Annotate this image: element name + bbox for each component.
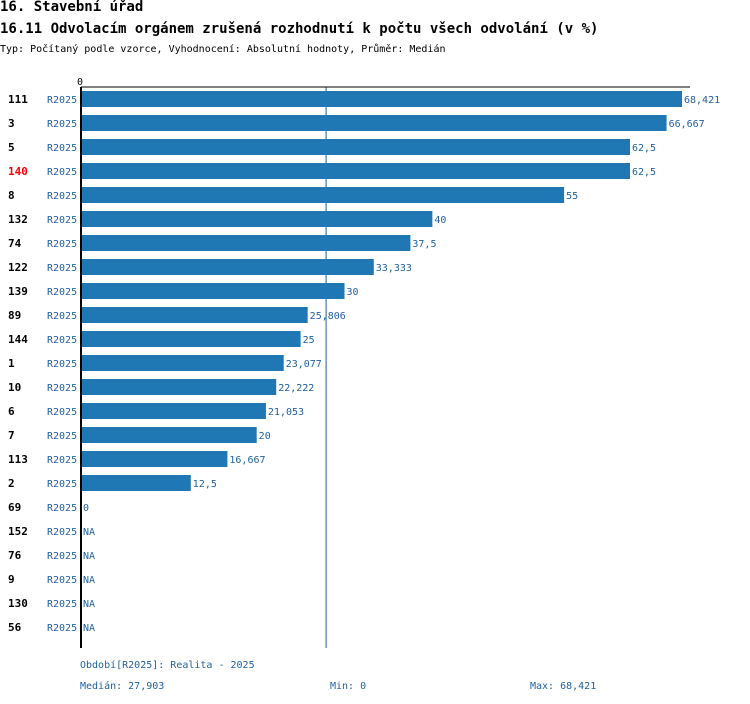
row-id-label: 8 [8,189,15,202]
bar [81,115,667,131]
bar [81,379,277,395]
row-id-label: 9 [8,573,15,586]
bar-value-label: 62,5 [632,167,656,178]
bar [81,427,257,443]
bar-value-label: 40 [434,215,446,226]
row-id-label: 152 [8,525,28,538]
bar [81,403,266,419]
bar-value-label: 25 [303,335,315,346]
row-id-label: 122 [8,261,28,274]
bar [81,475,191,491]
bar [81,283,345,299]
bar-value-label: NA [83,575,95,586]
bar-value-label: NA [83,527,95,538]
row-id-label: 74 [8,237,22,250]
row-series-label: R2025 [47,407,77,418]
row-id-label: 5 [8,141,15,154]
bar-value-label: 20 [259,431,271,442]
bar [81,331,301,347]
bar [81,91,682,107]
bar-value-label: 55 [566,191,578,202]
bar [81,235,411,251]
row-series-label: R2025 [47,95,77,106]
bar [81,139,630,155]
row-series-label: R2025 [47,311,77,322]
row-series-label: R2025 [47,287,77,298]
bar [81,307,308,323]
row-series-label: R2025 [47,263,77,274]
bar [81,259,374,275]
row-id-label: 111 [8,93,28,106]
bar-value-label: NA [83,551,95,562]
row-series-label: R2025 [47,215,77,226]
max-summary: Max: 68,421 [530,681,597,692]
bar [81,187,565,203]
bar-value-label: 22,222 [278,383,314,394]
period-label: Období[R2025]: Realita - 2025 [80,660,255,671]
row-id-label: 7 [8,429,15,442]
axis-zero-label: 0 [77,77,83,88]
row-id-label: 3 [8,117,15,130]
indicator-title: 16.11 Odvolacím orgánem zrušená rozhodnu… [0,21,599,37]
row-id-label: 113 [8,453,28,466]
bar-value-label: 21,053 [268,407,304,418]
row-id-label: 2 [8,477,15,490]
row-id-label: 56 [8,621,22,634]
bar-value-label: 66,667 [669,119,705,130]
bar-value-label: 0 [83,503,89,514]
row-series-label: R2025 [47,479,77,490]
row-series-label: R2025 [47,575,77,586]
row-series-label: R2025 [47,383,77,394]
bar-value-label: 12,5 [193,479,217,490]
row-series-label: R2025 [47,623,77,634]
bar-value-label: NA [83,623,95,634]
row-id-label: 69 [8,501,21,514]
row-id-label: 130 [8,597,28,610]
row-series-label: R2025 [47,359,77,370]
bar-value-label: NA [83,599,95,610]
row-id-label: 6 [8,405,15,418]
section-title: 16. Stavební úřad [0,0,144,15]
row-id-label: 144 [8,333,28,346]
row-series-label: R2025 [47,335,77,346]
min-summary: Min: 0 [330,681,367,692]
row-series-label: R2025 [47,167,77,178]
bar-value-label: 16,667 [229,455,265,466]
row-id-label: 10 [8,381,21,394]
row-series-label: R2025 [47,455,77,466]
row-series-label: R2025 [47,527,77,538]
bar [81,163,630,179]
bar-value-label: 30 [347,287,359,298]
row-series-label: R2025 [47,503,77,514]
bar-value-label: 62,5 [632,143,656,154]
row-id-label: 139 [8,285,28,298]
row-series-label: R2025 [47,119,77,130]
row-id-label: 1 [8,357,15,370]
row-series-label: R2025 [47,191,77,202]
row-id-label: 89 [8,309,21,322]
bar-value-label: 37,5 [412,239,436,250]
row-id-label: 76 [8,549,22,562]
bar-value-label: 68,421 [684,95,720,106]
row-series-label: R2025 [47,431,77,442]
median-summary: Medián: 27,903 [80,681,165,692]
row-id-label: 132 [8,213,28,226]
row-id-label: 140 [8,165,28,178]
bar-value-label: 33,333 [376,263,412,274]
row-series-label: R2025 [47,143,77,154]
row-series-label: R2025 [47,239,77,250]
bar [81,451,228,467]
bar [81,355,284,371]
row-series-label: R2025 [47,599,77,610]
bar-value-label: 25,806 [310,311,346,322]
bar [81,211,433,227]
bar-value-label: 23,077 [286,359,322,370]
type-description: Typ: Počítaný podle vzorce, Vyhodnocení:… [0,44,446,55]
row-series-label: R2025 [47,551,77,562]
